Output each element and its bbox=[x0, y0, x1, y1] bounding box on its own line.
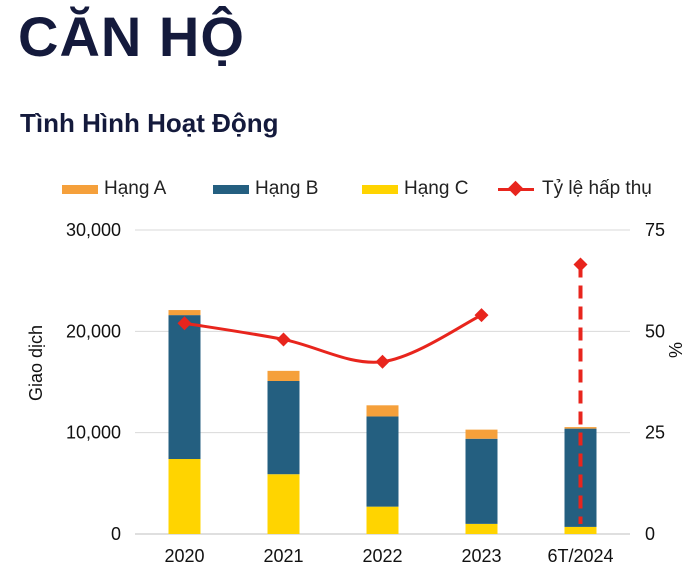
absorption-rate-marker bbox=[375, 354, 390, 369]
y2-tick-label: 25 bbox=[645, 423, 665, 443]
bar-hang-b bbox=[465, 438, 498, 524]
page-title: CĂN HỘ bbox=[18, 5, 245, 68]
legend-swatch-hang-a bbox=[62, 184, 98, 194]
legend-label-hang-a: Hạng A bbox=[104, 178, 167, 199]
bar-hang-a bbox=[267, 370, 300, 381]
x-tick-label: 2023 bbox=[461, 546, 501, 566]
absorption-rate-marker bbox=[276, 332, 291, 347]
y2-tick-label: 75 bbox=[645, 220, 665, 240]
legend-item-hang-c: Hạng C bbox=[362, 178, 468, 200]
legend-label-ty-le-hap-thu: Tỷ lệ hấp thụ bbox=[542, 178, 652, 199]
legend-item-hang-b: Hạng B bbox=[213, 178, 318, 200]
y-tick-label: 30,000 bbox=[66, 220, 121, 240]
absorption-rate-marker bbox=[177, 316, 192, 331]
legend-marker-ty-le-hap-thu bbox=[498, 181, 534, 197]
legend-swatch-hang-c bbox=[362, 184, 398, 194]
y-axis-title: Giao dịch bbox=[26, 325, 46, 401]
y2-tick-label: 0 bbox=[645, 524, 655, 544]
absorption-rate-marker bbox=[474, 308, 489, 323]
absorption-rate-marker bbox=[573, 257, 588, 272]
absorption-rate-line bbox=[184, 313, 483, 364]
legend-item-ty-le-hap-thu: Tỷ lệ hấp thụ bbox=[498, 178, 652, 200]
x-tick-label: 6T/2024 bbox=[547, 546, 613, 566]
bar-hang-b bbox=[168, 315, 201, 460]
y-tick-label: 20,000 bbox=[66, 321, 121, 341]
y2-axis-title: % bbox=[666, 342, 686, 358]
x-tick-label: 2020 bbox=[164, 546, 204, 566]
bar-hang-c bbox=[366, 506, 399, 534]
y-tick-label: 10,000 bbox=[66, 423, 121, 443]
x-tick-label: 2021 bbox=[263, 546, 303, 566]
chart-subtitle: Tình Hình Hoạt Động bbox=[20, 108, 279, 138]
bar-hang-b bbox=[267, 380, 300, 475]
legend-swatch-hang-b bbox=[213, 184, 249, 194]
bar-hang-c bbox=[168, 459, 201, 534]
y-tick-label: 0 bbox=[111, 524, 121, 544]
legend-item-hang-a: Hạng A bbox=[62, 178, 166, 200]
y2-tick-label: 50 bbox=[645, 321, 665, 341]
bar-hang-a bbox=[168, 310, 201, 316]
bar-hang-a bbox=[564, 427, 597, 429]
bar-hang-a bbox=[465, 429, 498, 439]
legend-label-hang-b: Hạng B bbox=[255, 178, 319, 199]
legend-label-hang-c: Hạng C bbox=[404, 178, 469, 199]
bar-hang-a bbox=[366, 405, 399, 417]
bar-hang-c bbox=[465, 523, 498, 534]
bar-hang-c bbox=[564, 526, 597, 534]
bar-hang-c bbox=[267, 474, 300, 534]
x-tick-label: 2022 bbox=[362, 546, 402, 566]
chart-legend: Hạng A Hạng B Hạng C Tỷ lệ hấp thụ bbox=[0, 178, 700, 206]
bar-hang-b bbox=[366, 416, 399, 507]
